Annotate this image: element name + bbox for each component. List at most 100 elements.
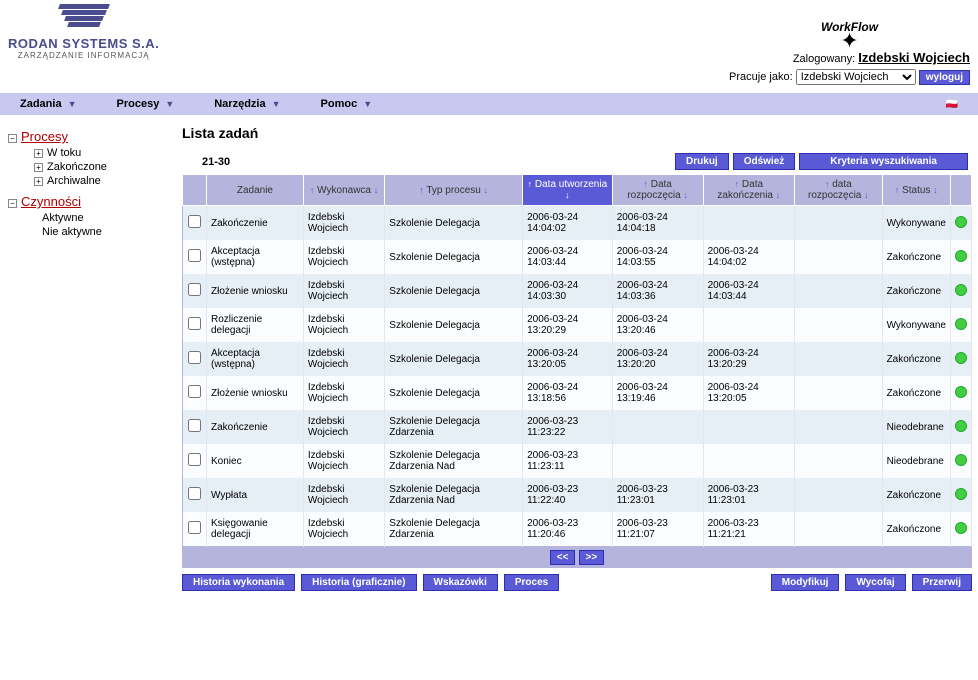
print-button[interactable]: Drukuj (675, 153, 729, 170)
status-dot-icon (955, 488, 967, 500)
cell-date-created: 2006-03-23 11:20:46 (523, 512, 613, 547)
modify-button[interactable]: Modyfikuj (771, 574, 840, 591)
menu-narzedzia[interactable]: Narzędzia▼ (214, 98, 280, 110)
cell-date-created: 2006-03-24 14:04:02 (523, 206, 613, 241)
cell-date-started: 2006-03-23 11:23:01 (612, 478, 703, 512)
company-logo: RODAN SYSTEMS S.A. ZARZĄDZANIE INFORMACJ… (8, 4, 159, 60)
tree-toggle-icon[interactable]: + (34, 149, 43, 158)
cell-task: Wypłata (207, 478, 304, 512)
language-flag[interactable]: 🇵🇱 (946, 99, 958, 110)
cell-date-ended (703, 206, 795, 241)
tree-child[interactable]: Zakończone (47, 161, 107, 173)
column-header[interactable]: ↑ data rozpoczęcia ↓ (795, 175, 882, 206)
history-exec-button[interactable]: Historia wykonania (182, 574, 295, 591)
cell-date-started (612, 410, 703, 444)
row-checkbox[interactable] (188, 521, 201, 534)
menu-procesy[interactable]: Procesy▼ (117, 98, 175, 110)
status-dot-icon (955, 420, 967, 432)
tree-root-czynności[interactable]: Czynności (21, 194, 81, 209)
cell-process-type: Szkolenie Delegacja (385, 274, 523, 308)
cell-task: Akceptacja (wstępna) (207, 342, 304, 376)
row-checkbox[interactable] (188, 215, 201, 228)
tasks-table: Zadanie↑ Wykonawca ↓↑ Typ procesu ↓↑ Dat… (182, 174, 972, 547)
logo-icon (54, 4, 114, 34)
menu-pomoc[interactable]: Pomoc▼ (321, 98, 373, 110)
tree-root-procesy[interactable]: Procesy (21, 129, 68, 144)
table-row: ZakończenieIzdebski WojciechSzkolenie De… (183, 206, 972, 241)
status-dot-icon (955, 284, 967, 296)
logged-label: Zalogowany: (793, 53, 855, 65)
cell-date-created: 2006-03-24 14:03:44 (523, 240, 613, 274)
tree-child[interactable]: Nie aktywne (42, 225, 174, 239)
cell-process-type: Szkolenie Delegacja Zdarzenia Nad (385, 478, 523, 512)
tree-child[interactable]: Aktywne (42, 211, 174, 225)
table-row: WypłataIzdebski WojciechSzkolenie Delega… (183, 478, 972, 512)
withdraw-button[interactable]: Wycofaj (845, 574, 905, 591)
menu-zadania[interactable]: Zadania▼ (20, 98, 77, 110)
cell-date-ended (703, 410, 795, 444)
row-checkbox[interactable] (188, 453, 201, 466)
column-header: Zadanie (207, 175, 304, 206)
cell-date-ended: 2006-03-23 11:23:01 (703, 478, 795, 512)
pager-next-button[interactable]: >> (579, 550, 605, 565)
cell-date-created: 2006-03-23 11:23:11 (523, 444, 613, 478)
column-header[interactable]: ↑ Data zakończenia ↓ (703, 175, 795, 206)
cell-executor: Izdebski Wojciech (303, 274, 384, 308)
cell-process-type: Szkolenie Delegacja Zdarzenia (385, 410, 523, 444)
cell-task: Księgowanie delegacji (207, 512, 304, 547)
column-header[interactable]: ↑ Typ procesu ↓ (385, 175, 523, 206)
login-area: WorkFlow ✦ Zalogowany: Izdebski Wojciech… (729, 4, 970, 89)
tree-toggle-icon[interactable]: + (34, 163, 43, 172)
cell-executor: Izdebski Wojciech (303, 410, 384, 444)
chevron-down-icon: ▼ (165, 99, 174, 109)
table-row: Złożenie wnioskuIzdebski WojciechSzkolen… (183, 274, 972, 308)
row-checkbox[interactable] (188, 249, 201, 262)
row-checkbox[interactable] (188, 283, 201, 296)
process-button[interactable]: Proces (504, 574, 559, 591)
cell-process-type: Szkolenie Delegacja Zdarzenia (385, 512, 523, 547)
cell-date-started: 2006-03-24 14:03:36 (612, 274, 703, 308)
row-checkbox[interactable] (188, 385, 201, 398)
cell-status: Zakończone (882, 376, 950, 410)
column-header[interactable]: ↑ Status ↓ (882, 175, 950, 206)
table-row: KoniecIzdebski WojciechSzkolenie Delegac… (183, 444, 972, 478)
status-dot-icon (955, 454, 967, 466)
interrupt-button[interactable]: Przerwij (912, 574, 972, 591)
column-header[interactable]: ↑ Wykonawca ↓ (303, 175, 384, 206)
cell-date-started: 2006-03-24 14:04:18 (612, 206, 703, 241)
cell-date-created: 2006-03-23 11:23:22 (523, 410, 613, 444)
row-checkbox[interactable] (188, 317, 201, 330)
row-checkbox[interactable] (188, 487, 201, 500)
history-graph-button[interactable]: Historia (graficznie) (301, 574, 416, 591)
cell-status: Zakończone (882, 240, 950, 274)
logout-button[interactable]: wyloguj (919, 70, 970, 85)
cell-date-start2 (795, 478, 882, 512)
row-checkbox[interactable] (188, 351, 201, 364)
cell-status: Zakończone (882, 478, 950, 512)
column-header[interactable]: ↑ Data utworzenia ↓ (523, 175, 613, 206)
tree-toggle-icon[interactable]: + (34, 177, 43, 186)
cell-task: Złożenie wniosku (207, 376, 304, 410)
column-header (183, 175, 207, 206)
status-dot-icon (955, 250, 967, 262)
cell-date-created: 2006-03-24 13:18:56 (523, 376, 613, 410)
pager-prev-button[interactable]: << (550, 550, 576, 565)
hints-button[interactable]: Wskazówki (423, 574, 498, 591)
tree-child[interactable]: W toku (47, 147, 81, 159)
refresh-button[interactable]: Odśwież (733, 153, 796, 170)
column-header[interactable]: ↑ Data rozpoczęcia ↓ (612, 175, 703, 206)
tree-child[interactable]: Archiwalne (47, 175, 101, 187)
cell-date-started: 2006-03-24 13:19:46 (612, 376, 703, 410)
cell-executor: Izdebski Wojciech (303, 308, 384, 342)
works-as-select[interactable]: Izdebski Wojciech (796, 69, 916, 85)
cell-process-type: Szkolenie Delegacja (385, 376, 523, 410)
cell-task: Zakończenie (207, 206, 304, 241)
row-checkbox[interactable] (188, 419, 201, 432)
criteria-button[interactable]: Kryteria wyszukiwania (799, 153, 968, 170)
cell-date-started: 2006-03-24 13:20:20 (612, 342, 703, 376)
cell-date-start2 (795, 206, 882, 241)
page-title: Lista zadań (182, 125, 972, 141)
tree-toggle-icon[interactable]: − (8, 199, 17, 208)
pager: << >> (182, 547, 972, 568)
tree-toggle-icon[interactable]: − (8, 134, 17, 143)
